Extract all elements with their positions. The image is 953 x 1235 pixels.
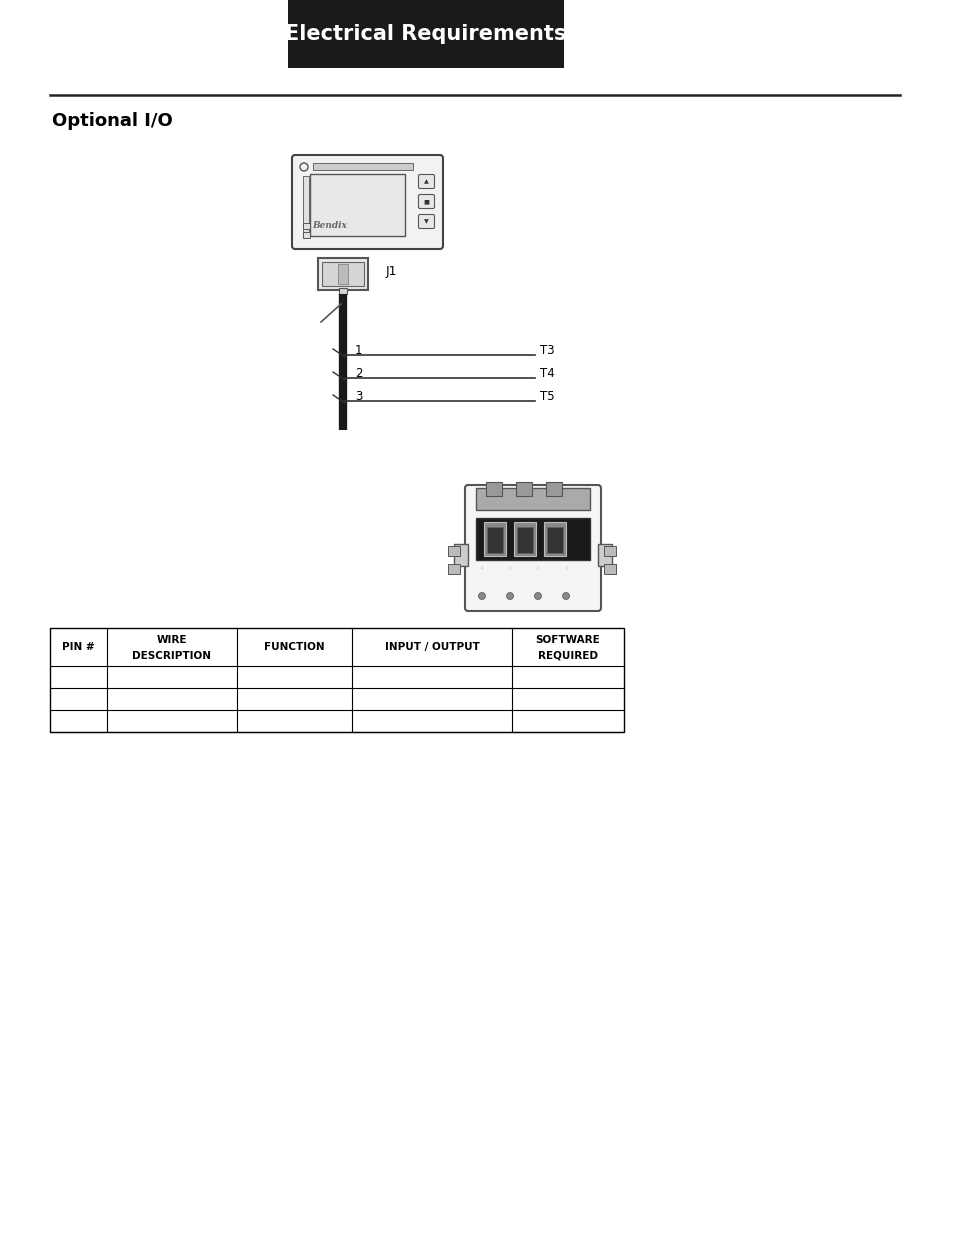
Bar <box>485 482 501 496</box>
Bar <box>543 522 565 556</box>
Text: 3: 3 <box>355 390 362 403</box>
Text: J1: J1 <box>386 266 397 279</box>
Bar <box>310 174 405 236</box>
Text: 1: 1 <box>563 566 567 571</box>
Bar <box>322 262 364 287</box>
Text: WIRE: WIRE <box>156 635 187 645</box>
Circle shape <box>299 163 308 170</box>
Bar <box>448 546 459 556</box>
Text: Electrical Requirements: Electrical Requirements <box>285 23 566 44</box>
Text: T3: T3 <box>539 345 554 357</box>
Text: REQUIRED: REQUIRED <box>537 651 598 661</box>
Bar <box>483 522 505 556</box>
FancyBboxPatch shape <box>292 156 442 249</box>
Text: 4: 4 <box>479 566 483 571</box>
Text: T5: T5 <box>539 390 554 403</box>
Text: ▲: ▲ <box>424 179 429 184</box>
Bar <box>598 543 612 566</box>
Bar <box>338 288 347 294</box>
Bar <box>313 163 413 170</box>
Bar <box>516 482 532 496</box>
Bar <box>50 629 623 732</box>
Text: FUNCTION: FUNCTION <box>264 642 324 652</box>
Bar <box>303 224 310 228</box>
Bar <box>476 488 589 510</box>
Bar <box>603 546 616 556</box>
Text: 2: 2 <box>536 566 539 571</box>
Text: INPUT / OUTPUT: INPUT / OUTPUT <box>384 642 479 652</box>
Text: ■: ■ <box>423 200 429 205</box>
Text: Optional I/O: Optional I/O <box>52 112 172 130</box>
Text: 2: 2 <box>355 367 362 380</box>
Bar <box>337 264 348 284</box>
Text: 1: 1 <box>355 345 362 357</box>
Circle shape <box>506 593 513 599</box>
FancyBboxPatch shape <box>418 174 434 189</box>
Bar <box>476 517 589 559</box>
Bar <box>545 482 561 496</box>
Bar <box>546 527 562 553</box>
FancyBboxPatch shape <box>418 215 434 228</box>
Circle shape <box>534 593 541 599</box>
Bar <box>448 564 459 574</box>
Bar <box>486 527 502 553</box>
FancyBboxPatch shape <box>418 194 434 209</box>
Text: 3: 3 <box>507 566 512 571</box>
Bar <box>303 177 309 233</box>
Bar <box>517 527 533 553</box>
FancyBboxPatch shape <box>464 485 600 611</box>
Text: DESCRIPTION: DESCRIPTION <box>132 651 212 661</box>
Bar <box>288 0 563 68</box>
Bar <box>303 232 310 238</box>
Circle shape <box>562 593 569 599</box>
Circle shape <box>478 593 485 599</box>
Text: SOFTWARE: SOFTWARE <box>535 635 599 645</box>
Text: PIN #: PIN # <box>62 642 94 652</box>
Bar <box>317 258 368 290</box>
Bar <box>603 564 616 574</box>
Bar <box>514 522 536 556</box>
Text: T4: T4 <box>539 367 554 380</box>
Text: Bendix: Bendix <box>313 221 347 231</box>
Bar <box>454 543 468 566</box>
Text: ▼: ▼ <box>424 220 429 225</box>
